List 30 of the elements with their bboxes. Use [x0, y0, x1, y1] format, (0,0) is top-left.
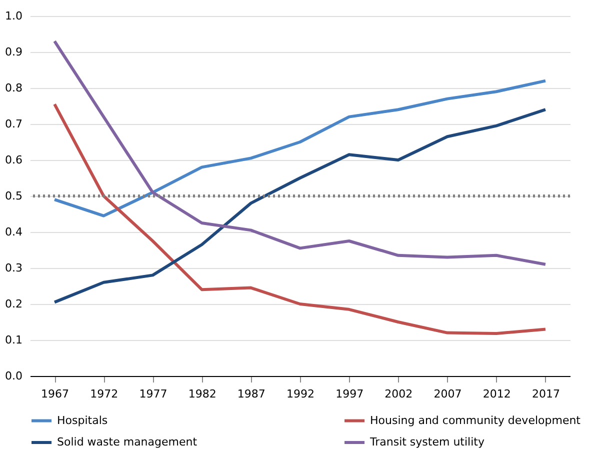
x-tick-label: 1977	[139, 388, 168, 400]
y-tick-label: 0.4	[5, 226, 22, 238]
y-tick-label: 0.2	[5, 298, 22, 310]
x-tick-label: 2002	[384, 388, 413, 400]
x-tick-label: 1982	[188, 388, 216, 400]
x-tick-label: 2007	[434, 388, 462, 400]
x-tick-label: 1967	[41, 388, 70, 400]
y-tick-label: 0.0	[5, 370, 22, 382]
x-tick-label: 1987	[237, 388, 266, 400]
y-tick-label: 1.0	[5, 10, 22, 22]
x-tick-label: 1992	[286, 388, 314, 400]
y-tick-label: 0.8	[5, 82, 22, 94]
x-tick-label: 2012	[482, 388, 511, 400]
y-tick-label: 0.7	[5, 118, 22, 130]
legend-label: Hospitals	[57, 414, 108, 427]
y-tick-label: 0.6	[5, 154, 22, 166]
y-tick-label: 0.5	[5, 190, 22, 202]
line-series	[53, 102, 547, 336]
x-tick-label: 1997	[336, 388, 364, 400]
y-tick-label: 0.9	[5, 46, 22, 58]
line-series	[53, 79, 547, 218]
x-tick-label: 2017	[532, 388, 560, 400]
legend-label: Transit system utility	[369, 436, 485, 448]
line-series	[53, 40, 547, 266]
y-tick-label: 0.1	[5, 334, 22, 346]
y-tick-label: 0.3	[5, 262, 22, 274]
legend-label: Solid waste management	[57, 436, 198, 448]
line-series	[53, 108, 547, 304]
legend-label: Housing and community development	[370, 414, 582, 427]
x-tick-label: 1972	[90, 388, 118, 400]
